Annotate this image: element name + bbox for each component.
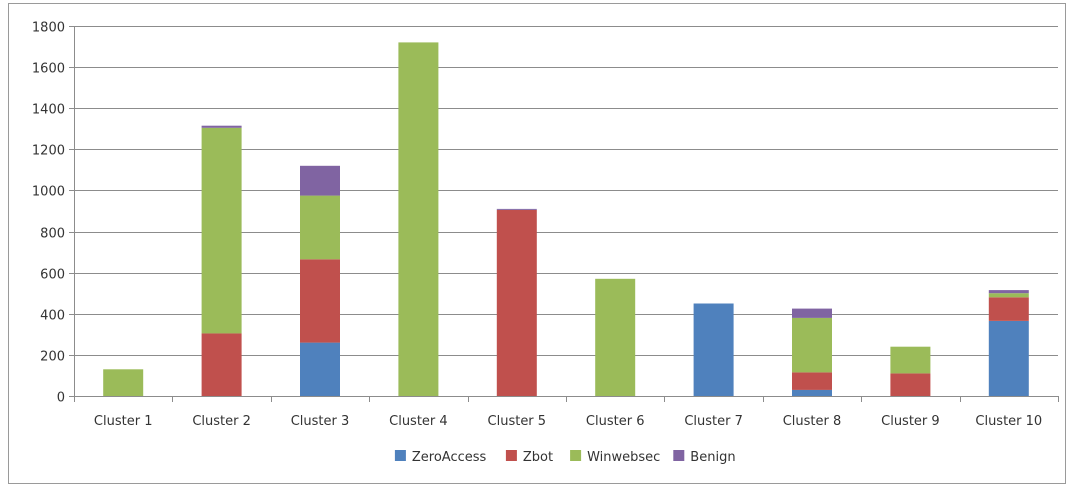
y-tick-label: 1000 bbox=[32, 185, 65, 200]
tick-labels: 0 200 400 600 800 1000 1200 1400 1600 1800 Cluster… bbox=[32, 21, 1042, 430]
bar-segment-benign bbox=[792, 308, 832, 318]
x-tick-label: Cluster 3 bbox=[291, 414, 350, 429]
y-tick-label: 1200 bbox=[32, 144, 65, 159]
bar-segment-benign bbox=[988, 290, 1029, 294]
x-tick-label: Cluster 10 bbox=[975, 414, 1042, 429]
x-tick-label: Cluster 4 bbox=[389, 414, 448, 429]
bar-segment-benign bbox=[300, 165, 340, 196]
bar-segment-winwebsec bbox=[595, 278, 636, 396]
legend-label-winwebsec: Winwebsec bbox=[587, 450, 660, 465]
legend-label-benign: Benign bbox=[690, 450, 735, 465]
legend-label-zeroaccess: ZeroAccess bbox=[412, 450, 487, 465]
bar-segment-winwebsec bbox=[103, 369, 144, 396]
bar-segment-zbot bbox=[890, 373, 931, 396]
legend-swatch-winwebsec bbox=[570, 450, 582, 461]
bar-segment-zbot bbox=[496, 210, 537, 396]
legend: ZeroAccess Zbot Winwebsec Benign bbox=[394, 450, 736, 465]
y-tick-label: 1600 bbox=[32, 62, 65, 77]
y-tick-label: 1800 bbox=[32, 21, 65, 36]
x-tick-label: Cluster 9 bbox=[881, 414, 940, 429]
bar-segment-zbot bbox=[792, 372, 832, 390]
bars bbox=[103, 42, 1029, 397]
bar-segment-winwebsec bbox=[398, 42, 439, 397]
x-tick-label: Cluster 8 bbox=[783, 414, 842, 429]
legend-swatch-zeroaccess bbox=[394, 450, 406, 461]
bar-segment-benign bbox=[201, 125, 242, 128]
bar-segment-winwebsec bbox=[792, 317, 832, 373]
bar-segment-winwebsec bbox=[300, 195, 340, 260]
legend-label-zbot: Zbot bbox=[523, 450, 553, 465]
bar-segment-zbot bbox=[300, 259, 340, 343]
x-tick-label: Cluster 6 bbox=[586, 414, 645, 429]
bar-segment-zeroaccess bbox=[792, 389, 832, 396]
bar-segment-zbot bbox=[988, 297, 1029, 321]
legend-swatch-zbot bbox=[505, 450, 517, 461]
y-tick-label: 1400 bbox=[32, 103, 65, 118]
x-tick-label: Cluster 5 bbox=[488, 414, 547, 429]
bar-segment-winwebsec bbox=[890, 346, 931, 374]
y-tick-label: 0 bbox=[57, 391, 65, 406]
bar-segment-benign bbox=[496, 208, 537, 210]
y-tick-label: 200 bbox=[40, 350, 65, 365]
x-tick-label: Cluster 1 bbox=[94, 414, 153, 429]
legend-swatch-benign bbox=[673, 450, 685, 461]
axes bbox=[69, 26, 1059, 402]
bar-segment-zeroaccess bbox=[300, 342, 340, 396]
bar-segment-zbot bbox=[201, 333, 242, 396]
bar-segment-zeroaccess bbox=[693, 303, 734, 396]
y-tick-label: 400 bbox=[40, 309, 65, 324]
y-tick-label: 600 bbox=[40, 268, 65, 283]
y-tick-label: 800 bbox=[40, 227, 65, 242]
bar-segment-winwebsec bbox=[988, 293, 1029, 298]
x-tick-label: Cluster 2 bbox=[192, 414, 251, 429]
chart-frame bbox=[8, 3, 1066, 484]
bar-segment-winwebsec bbox=[201, 127, 242, 334]
x-tick-label: Cluster 7 bbox=[684, 414, 743, 429]
bar-segment-zeroaccess bbox=[988, 321, 1029, 396]
